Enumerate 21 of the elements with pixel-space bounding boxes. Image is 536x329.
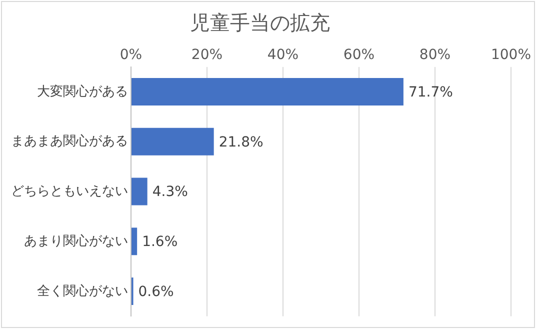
data-label: 71.7% [408, 84, 453, 100]
data-label: 4.3% [152, 184, 188, 200]
x-tick-label: 20% [191, 47, 223, 64]
data-label: 1.6% [142, 234, 178, 250]
y-tick-label: 全く関心がない [37, 282, 128, 298]
y-tick-label: あまり関心がない [24, 232, 128, 248]
data-label: 0.6% [138, 284, 174, 300]
chart-title: 児童手当の拡充 [190, 12, 330, 35]
x-tick-label: 60% [343, 47, 375, 64]
bar [132, 178, 148, 206]
bar [132, 128, 214, 156]
y-tick-label: どちらともいえない [11, 183, 128, 198]
x-tick-label: 0% [120, 47, 142, 64]
x-tick-label: 80% [419, 47, 451, 64]
x-tick-label: 100% [490, 47, 532, 64]
x-tick-label: 40% [267, 47, 299, 64]
bar [132, 228, 138, 256]
y-tick-label: まあまあ関心がある [11, 133, 128, 148]
data-label: 21.8% [218, 134, 264, 150]
y-tick-label: 大変関心がある [37, 83, 128, 98]
bar [132, 78, 404, 106]
